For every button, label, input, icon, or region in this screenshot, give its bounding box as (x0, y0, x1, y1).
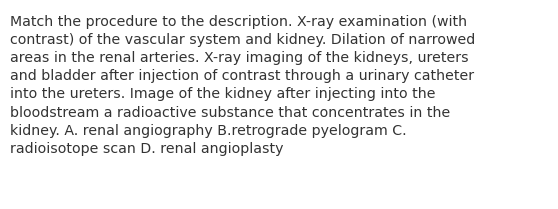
Text: Match the procedure to the description. X-ray examination (with
contrast) of the: Match the procedure to the description. … (10, 15, 475, 156)
